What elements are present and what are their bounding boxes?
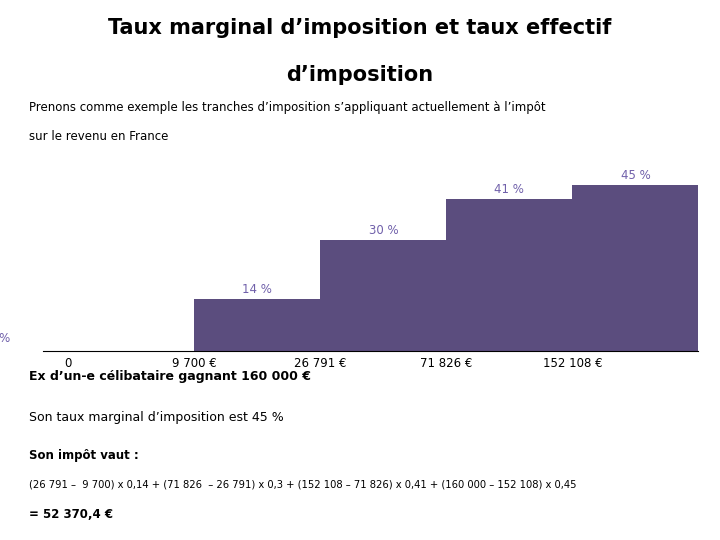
Text: Prenons comme exemple les tranches d’imposition s’appliquant actuellement à l’im: Prenons comme exemple les tranches d’imp… (29, 100, 546, 114)
Text: Ex d’un-e célibataire gagnant 160 000 €: Ex d’un-e célibataire gagnant 160 000 € (29, 370, 311, 383)
Text: 14 %: 14 % (243, 284, 272, 296)
Text: Son impôt vaut :: Son impôt vaut : (29, 449, 138, 462)
Text: Taux marginal d’imposition et taux effectif: Taux marginal d’imposition et taux effec… (108, 17, 612, 38)
Text: Son taux marginal d’imposition est 45 %: Son taux marginal d’imposition est 45 % (29, 411, 284, 424)
Text: d’imposition: d’imposition (287, 65, 433, 85)
Text: (26 791 –  9 700) x 0,14 + (71 826  – 26 791) x 0,3 + (152 108 – 71 826) x 0,41 : (26 791 – 9 700) x 0,14 + (71 826 – 26 7… (29, 480, 576, 490)
Text: sur le revenu en France: sur le revenu en France (29, 130, 168, 144)
Text: 30 %: 30 % (369, 224, 398, 237)
Bar (194, 299, 320, 351)
Bar (572, 185, 698, 351)
Bar (446, 199, 572, 351)
Text: 41 %: 41 % (495, 184, 524, 197)
Text: 0 %: 0 % (0, 333, 10, 346)
Bar (320, 240, 446, 351)
Text: 45 %: 45 % (621, 168, 650, 181)
Text: = 52 370,4 €: = 52 370,4 € (29, 508, 113, 521)
